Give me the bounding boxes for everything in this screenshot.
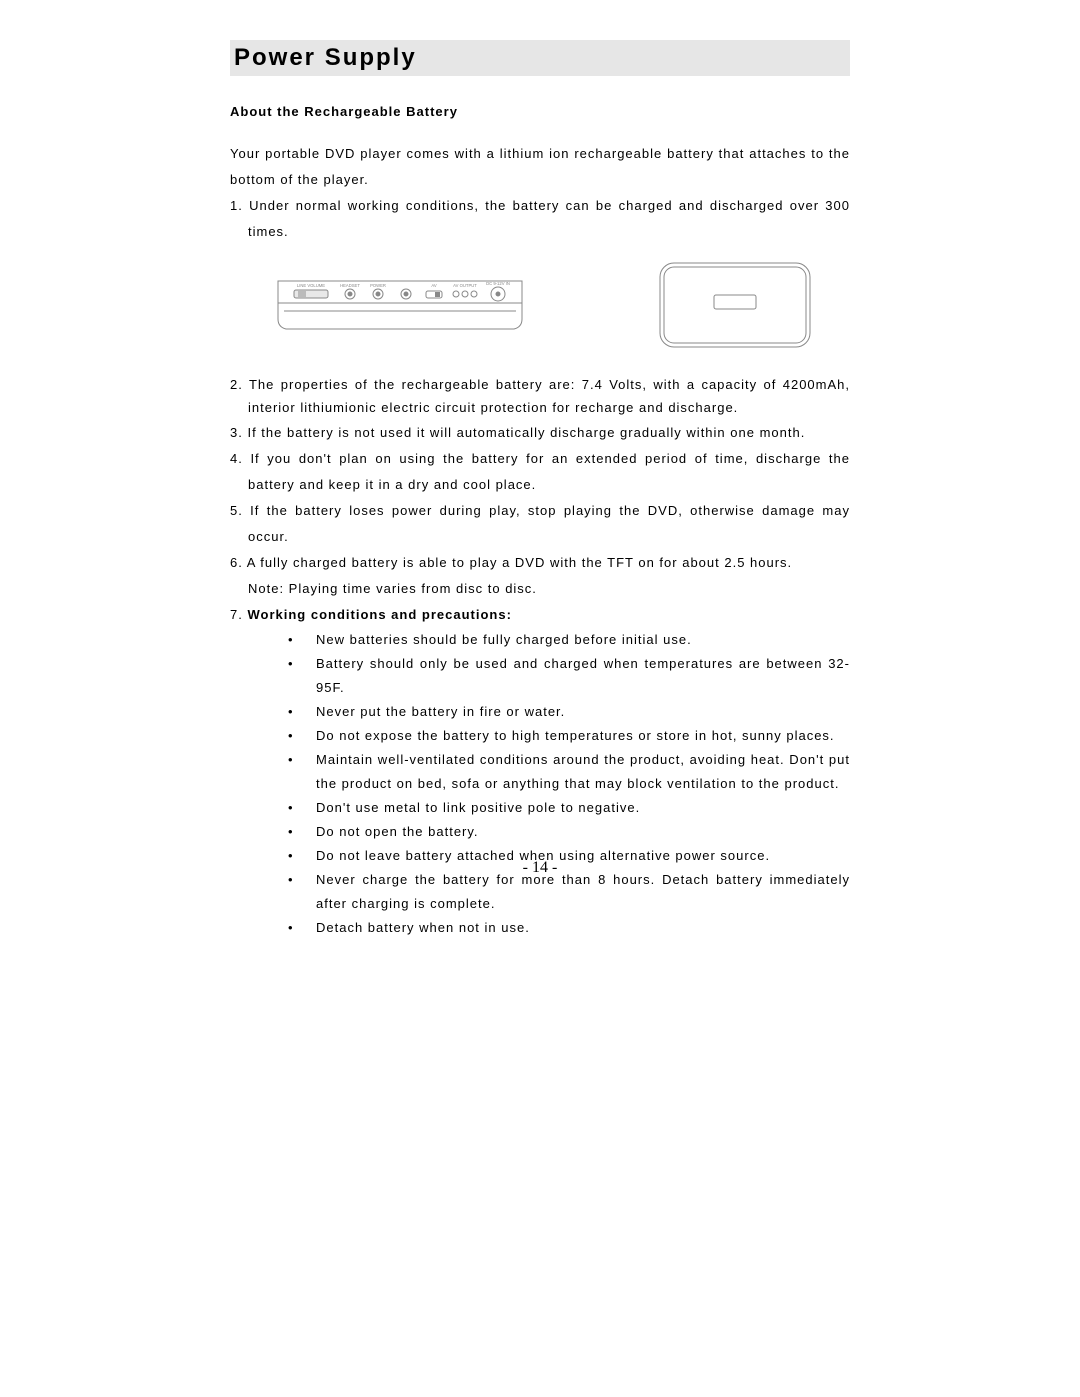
bullet-item: Detach battery when not in use. [288, 916, 850, 940]
list-item-1: 1. Under normal working conditions, the … [230, 193, 850, 245]
list-item-6: 6. A fully charged battery is able to pl… [230, 550, 850, 576]
list-item-2: 2. The properties of the rechargeable ba… [230, 373, 850, 420]
svg-text:AV: AV [431, 283, 436, 288]
bullet-item: Do not open the battery. [288, 820, 850, 844]
page-number: - 14 - [0, 859, 1080, 877]
bullet-item: Battery should only be used and charged … [288, 652, 850, 700]
bullet-item: Don't use metal to link positive pole to… [288, 796, 850, 820]
section-title-bar: Power Supply [230, 40, 850, 76]
svg-text:AV OUTPUT: AV OUTPUT [453, 283, 477, 288]
list-item-3: 3. If the battery is not used it will au… [230, 420, 850, 446]
intro-paragraph: Your portable DVD player comes with a li… [230, 141, 850, 193]
item7-heading: Working conditions and precautions: [247, 607, 511, 622]
bullet-item: New batteries should be fully charged be… [288, 628, 850, 652]
bullet-item: Never put the battery in fire or water. [288, 700, 850, 724]
figure-row: LINE VOLUME HEADSET POWER AV AV OUTPUT D… [230, 245, 850, 373]
item7-prefix: 7. [230, 607, 247, 622]
svg-text:LINE VOLUME: LINE VOLUME [297, 283, 325, 288]
section-title: Power Supply [234, 44, 846, 72]
device-side-illustration: LINE VOLUME HEADSET POWER AV AV OUTPUT D… [270, 263, 530, 348]
svg-text:HEADSET: HEADSET [340, 283, 360, 288]
subheading: About the Rechargeable Battery [230, 104, 850, 119]
svg-text:POWER: POWER [370, 283, 386, 288]
list-item-7: 7. Working conditions and precautions: [230, 602, 850, 628]
note-line: Note: Playing time varies from disc to d… [230, 576, 850, 602]
precautions-list: New batteries should be fully charged be… [230, 628, 850, 941]
bullet-item: Maintain well-ventilated conditions arou… [288, 748, 850, 796]
device-top-illustration [650, 255, 820, 355]
list-item-4: 4. If you don't plan on using the batter… [230, 446, 850, 498]
svg-text:DC 9-12V IN: DC 9-12V IN [486, 281, 510, 286]
bullet-item: Do not expose the battery to high temper… [288, 724, 850, 748]
list-item-5: 5. If the battery loses power during pla… [230, 498, 850, 550]
